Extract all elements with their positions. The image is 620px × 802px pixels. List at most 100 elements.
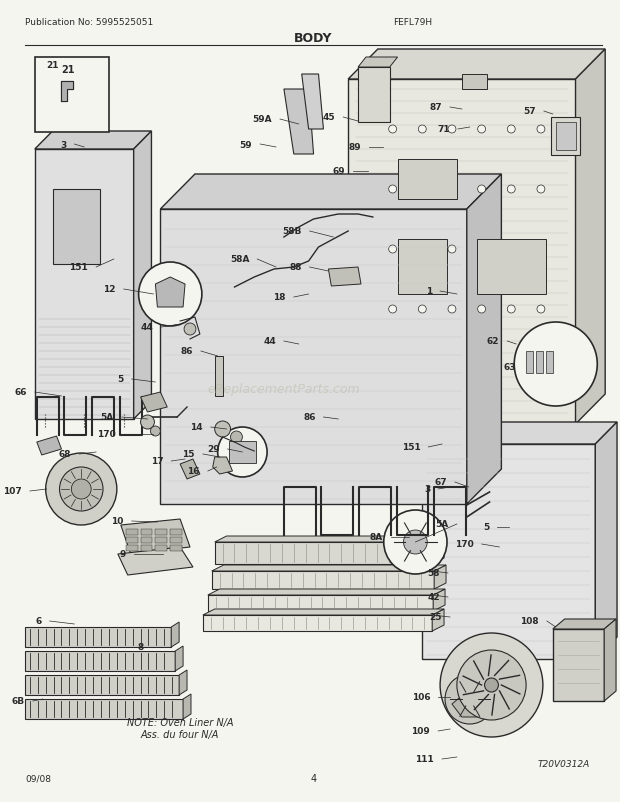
Circle shape [389, 126, 397, 134]
Circle shape [184, 323, 196, 335]
Polygon shape [35, 132, 151, 150]
Bar [25, 651, 175, 671]
Bar [397, 240, 447, 294]
Text: NOTE: Oven Liner N/A: NOTE: Oven Liner N/A [127, 717, 233, 727]
Text: 8A: 8A [370, 533, 383, 542]
Polygon shape [433, 589, 445, 611]
Text: 8: 8 [137, 642, 144, 652]
Polygon shape [171, 622, 179, 647]
Text: 42: 42 [427, 593, 440, 602]
Bar [170, 545, 182, 551]
Text: 66: 66 [14, 388, 27, 397]
Polygon shape [422, 423, 617, 444]
Bar [25, 699, 183, 719]
Bar [35, 58, 109, 133]
Text: 170: 170 [455, 540, 474, 549]
Bar [397, 160, 457, 200]
Circle shape [404, 530, 427, 554]
Text: 21: 21 [46, 60, 58, 70]
Text: 106: 106 [412, 693, 430, 702]
Polygon shape [208, 589, 445, 595]
Polygon shape [284, 90, 314, 155]
Polygon shape [432, 610, 444, 631]
Text: 69: 69 [332, 168, 345, 176]
Polygon shape [215, 537, 444, 542]
Polygon shape [175, 646, 183, 671]
Bar [161, 210, 467, 504]
Polygon shape [358, 58, 397, 68]
Text: 44: 44 [264, 337, 276, 346]
Text: 151: 151 [402, 443, 420, 452]
Circle shape [151, 427, 161, 436]
Text: 6B: 6B [12, 697, 25, 706]
Text: 109: 109 [412, 727, 430, 735]
Circle shape [537, 126, 545, 134]
Text: 3: 3 [424, 485, 430, 494]
Bar [208, 595, 433, 611]
Polygon shape [134, 132, 151, 419]
Circle shape [477, 306, 485, 314]
Text: 111: 111 [415, 755, 434, 764]
Text: eReplacementParts.com: eReplacementParts.com [208, 383, 360, 396]
Text: 107: 107 [3, 487, 22, 496]
Text: 17: 17 [151, 457, 163, 466]
Bar [156, 529, 167, 535]
Text: 14: 14 [190, 423, 203, 432]
Polygon shape [302, 75, 324, 130]
Polygon shape [203, 610, 444, 615]
Circle shape [218, 427, 267, 477]
Text: 86: 86 [180, 347, 193, 356]
Circle shape [139, 263, 202, 326]
Text: 57: 57 [523, 107, 536, 116]
Circle shape [448, 245, 456, 253]
Bar [422, 444, 595, 659]
Circle shape [440, 634, 543, 737]
Bar [215, 542, 432, 565]
Polygon shape [434, 565, 446, 589]
Bar [141, 545, 153, 551]
Bar [141, 529, 153, 535]
Text: 108: 108 [520, 617, 539, 626]
Polygon shape [183, 695, 191, 719]
Circle shape [514, 322, 597, 407]
Text: 68: 68 [59, 450, 71, 459]
Text: 15: 15 [182, 450, 195, 459]
Text: 5: 5 [118, 375, 124, 384]
Text: 62: 62 [487, 337, 499, 346]
Text: 45: 45 [322, 113, 335, 123]
Text: 29: 29 [207, 445, 219, 454]
Circle shape [231, 431, 242, 444]
Bar [25, 675, 179, 695]
Bar [536, 351, 543, 374]
Polygon shape [329, 268, 361, 286]
Text: FEFL79H: FEFL79H [392, 18, 432, 27]
Text: 18: 18 [273, 294, 286, 302]
Circle shape [418, 186, 427, 194]
Bar [53, 190, 100, 265]
Polygon shape [604, 619, 616, 701]
Polygon shape [179, 670, 187, 695]
Bar [556, 123, 575, 151]
Circle shape [485, 678, 498, 692]
Polygon shape [432, 537, 444, 565]
Text: 12: 12 [104, 286, 116, 294]
Text: 151: 151 [69, 263, 88, 272]
Text: 71: 71 [437, 125, 450, 134]
Text: 10: 10 [112, 516, 124, 526]
Circle shape [60, 468, 103, 512]
Bar [358, 68, 390, 123]
Circle shape [71, 480, 91, 500]
Polygon shape [348, 50, 605, 80]
Circle shape [507, 186, 515, 194]
Circle shape [384, 510, 447, 574]
Bar [477, 240, 546, 294]
Circle shape [215, 422, 231, 437]
Text: 4: 4 [311, 773, 317, 783]
Text: 88: 88 [289, 263, 302, 272]
Polygon shape [553, 619, 616, 630]
Circle shape [418, 126, 427, 134]
Text: 09/08: 09/08 [25, 774, 51, 783]
Text: 87: 87 [430, 103, 442, 112]
Text: 25: 25 [430, 613, 442, 622]
Circle shape [418, 245, 427, 253]
